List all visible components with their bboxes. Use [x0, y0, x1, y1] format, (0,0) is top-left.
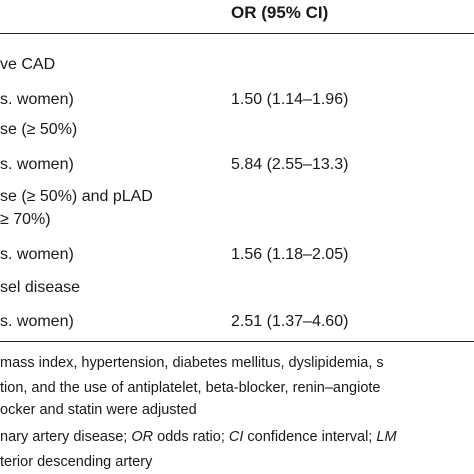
bottom-rule	[0, 341, 474, 342]
row-value: 1.56 (1.18–2.05)	[231, 246, 349, 263]
row-value: 5.84 (2.55–13.3)	[231, 156, 349, 173]
row-label: ≥ 70%)	[0, 211, 51, 228]
row-label: ve CAD	[0, 56, 56, 73]
abbr-ci: CI	[228, 429, 244, 445]
footnote-text: confidence interval;	[243, 429, 377, 445]
row-value: 1.50 (1.14–1.96)	[231, 91, 349, 108]
header-rule	[0, 33, 474, 34]
row-label: se (≥ 50%)	[0, 121, 78, 138]
footnote-line: tion, and the use of antiplatelet, beta-…	[0, 380, 381, 396]
row-label: se (≥ 50%) and pLAD	[0, 188, 153, 205]
footnote-text: odds ratio;	[153, 429, 229, 445]
column-header-or-ci: OR (95% CI)	[231, 3, 329, 22]
row-label: s. women)	[0, 91, 74, 108]
row-label: s. women)	[0, 246, 74, 263]
row-label: s. women)	[0, 156, 74, 173]
row-label: s. women)	[0, 313, 74, 330]
footnote-line: terior descending artery	[0, 454, 153, 470]
footnote-abbreviations: nary artery disease; OR odds ratio; CI c…	[0, 427, 397, 447]
row-value: 2.51 (1.37–4.60)	[231, 313, 349, 330]
footnote-line: ocker and statin were adjusted	[0, 402, 197, 418]
abbr-lm: LM	[376, 429, 397, 445]
abbr-or: OR	[131, 429, 154, 445]
footnote-line: mass index, hypertension, diabetes melli…	[0, 355, 384, 371]
footnote-text: nary artery disease;	[0, 429, 132, 445]
row-label: sel disease	[0, 279, 81, 296]
